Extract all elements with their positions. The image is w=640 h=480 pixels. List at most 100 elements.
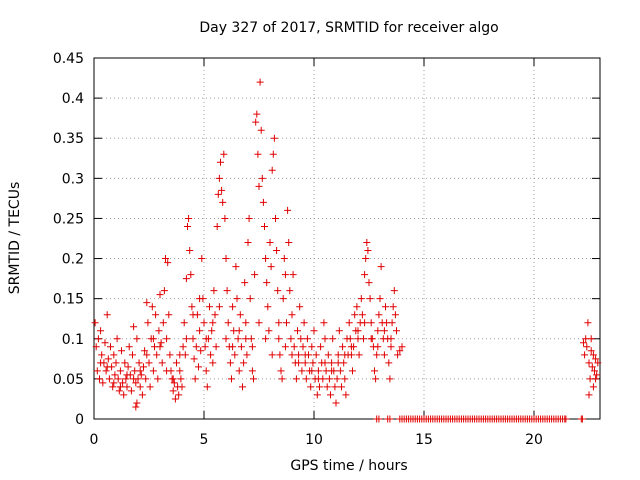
data-point: [328, 359, 336, 367]
data-point: [186, 247, 194, 255]
data-point: [390, 287, 398, 295]
data-point: [110, 351, 118, 359]
data-point: [388, 319, 396, 327]
data-point: [580, 339, 587, 347]
data-point: [320, 319, 328, 327]
data-point: [331, 383, 339, 391]
data-point: [258, 174, 266, 182]
data-point: [237, 343, 245, 351]
data-point: [160, 287, 168, 295]
data-point: [257, 126, 265, 134]
data-point: [246, 295, 254, 303]
data-point: [232, 263, 240, 271]
data-point: [163, 335, 171, 343]
data-point: [156, 291, 164, 299]
data-point: [200, 319, 208, 327]
data-point: [211, 311, 219, 319]
data-point: [593, 371, 601, 379]
data-point: [325, 375, 333, 383]
data-point: [236, 311, 244, 319]
data-point: [255, 319, 263, 327]
data-point: [355, 351, 363, 359]
data-point: [162, 255, 169, 263]
x-tick-label: 0: [90, 432, 99, 448]
data-point: [255, 182, 263, 190]
data-point: [215, 174, 223, 182]
data-point: [120, 391, 128, 399]
y-tick-label: 0.45: [53, 51, 84, 67]
data-point: [121, 359, 129, 367]
data-point: [152, 311, 160, 319]
data-point: [233, 295, 241, 303]
data-point: [273, 247, 281, 255]
data-point: [187, 271, 195, 279]
data-point: [364, 247, 372, 255]
data-point: [307, 383, 315, 391]
data-point: [132, 403, 140, 411]
data-point: [252, 118, 260, 126]
data-point: [334, 359, 342, 367]
y-tick-label: 0: [75, 412, 84, 428]
y-axis-label: SRMTID / TECUs: [7, 182, 23, 295]
data-point: [141, 347, 149, 355]
data-point: [269, 150, 277, 158]
data-point: [357, 295, 365, 303]
data-point: [112, 359, 120, 367]
data-point: [295, 351, 303, 359]
data-point: [243, 351, 251, 359]
data-point: [362, 255, 370, 263]
data-point: [197, 347, 205, 355]
data-point: [184, 222, 191, 230]
data-point: [169, 375, 177, 383]
data-point: [250, 375, 257, 383]
data-point: [191, 375, 199, 383]
data-point: [277, 367, 285, 375]
data-point: [190, 355, 198, 363]
data-point: [335, 327, 343, 335]
data-point: [209, 359, 217, 367]
data-point: [353, 303, 361, 311]
data-point: [105, 375, 113, 383]
data-point: [354, 327, 362, 335]
data-point: [265, 327, 273, 335]
data-point: [208, 327, 216, 335]
data-point: [298, 367, 306, 375]
data-point: [329, 335, 337, 343]
data-point: [267, 263, 275, 271]
data-point: [374, 327, 382, 335]
data-point: [135, 359, 143, 367]
data-point: [299, 343, 307, 351]
data-point: [148, 303, 156, 311]
data-point: [240, 359, 248, 367]
data-point: [118, 347, 125, 355]
data-point: [294, 327, 301, 335]
data-point: [382, 303, 389, 311]
data-point: [163, 367, 171, 375]
data-point: [146, 383, 154, 391]
data-point: [587, 347, 595, 355]
data-point: [101, 339, 109, 347]
data-point: [176, 351, 184, 359]
data-point: [377, 263, 385, 271]
data-point: [244, 239, 252, 247]
data-point: [115, 387, 123, 395]
data-point: [180, 319, 188, 327]
data-point: [288, 351, 296, 359]
data-point: [284, 206, 292, 214]
data-point: [235, 327, 243, 335]
x-tick-label: 5: [200, 432, 209, 448]
data-point: [170, 379, 178, 387]
data-point: [391, 311, 399, 319]
data-point: [279, 295, 287, 303]
data-point: [110, 379, 118, 387]
data-point: [136, 383, 144, 391]
chart-title: Day 327 of 2017, SRMTID for receiver alg…: [199, 20, 498, 36]
data-point: [584, 319, 592, 327]
data-point: [264, 303, 272, 311]
data-point: [248, 367, 256, 375]
data-point: [297, 335, 305, 343]
data-point: [375, 415, 383, 423]
data-point: [149, 367, 157, 375]
data-point: [137, 371, 145, 379]
